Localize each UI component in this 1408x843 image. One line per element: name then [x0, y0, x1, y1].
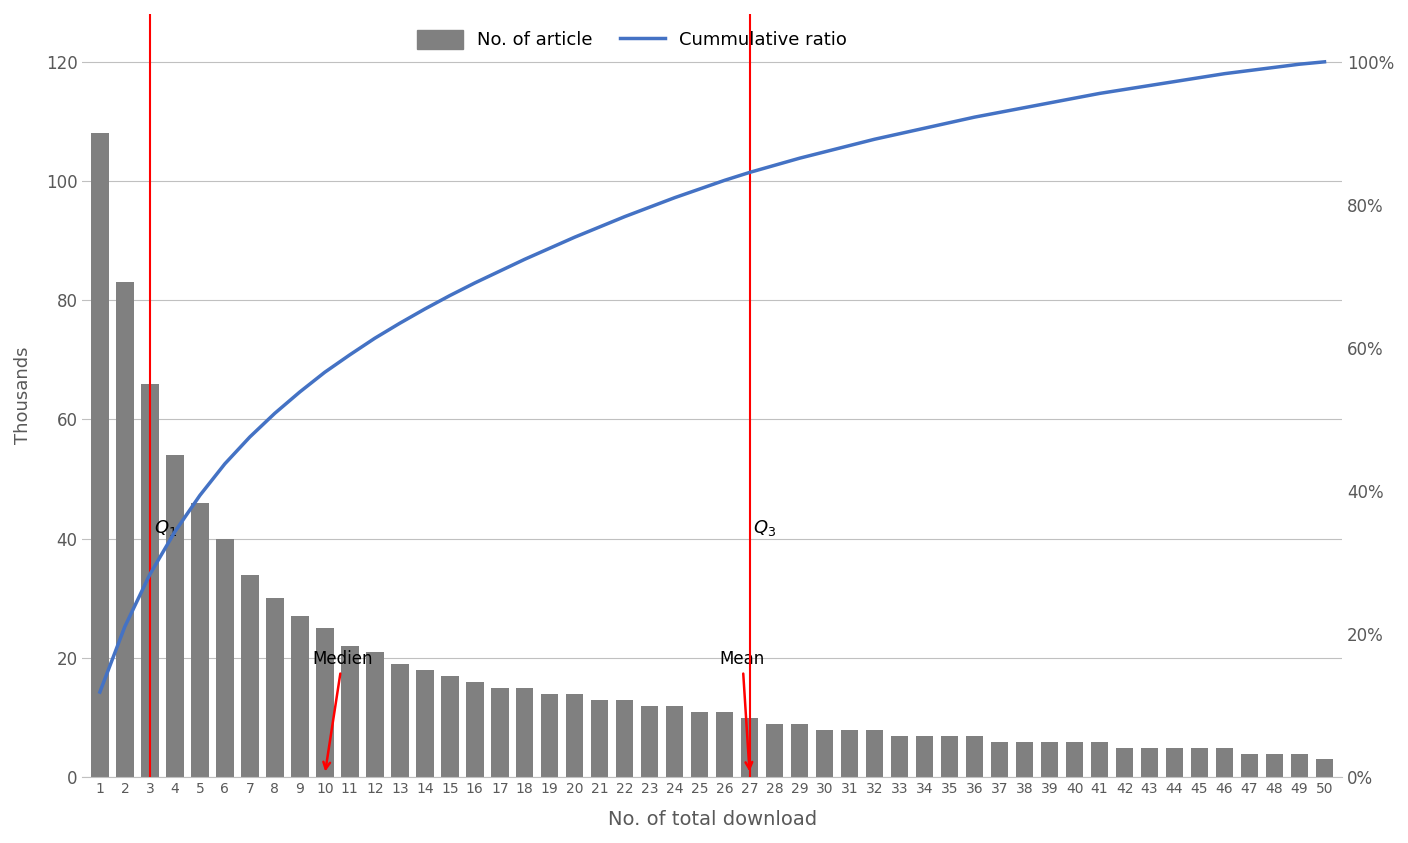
Bar	[166, 455, 183, 777]
Bar	[92, 133, 108, 777]
Bar	[1240, 754, 1259, 777]
Bar	[191, 503, 208, 777]
Bar	[841, 730, 859, 777]
Legend: No. of article, Cummulative ratio: No. of article, Cummulative ratio	[410, 23, 855, 56]
Bar	[241, 575, 259, 777]
Bar	[791, 723, 808, 777]
Text: $Q_3$: $Q_3$	[753, 518, 777, 538]
Bar	[291, 616, 308, 777]
Bar	[741, 717, 759, 777]
Bar	[491, 688, 508, 777]
Bar	[515, 688, 534, 777]
Bar	[866, 730, 883, 777]
Bar	[1091, 742, 1108, 777]
Bar	[1266, 754, 1283, 777]
Bar	[1041, 742, 1059, 777]
Bar	[541, 694, 559, 777]
Text: Medien: Medien	[313, 650, 373, 769]
Bar	[466, 682, 483, 777]
Bar	[415, 670, 434, 777]
Bar	[966, 736, 983, 777]
Bar	[941, 736, 959, 777]
Bar	[115, 282, 134, 777]
Bar	[1015, 742, 1033, 777]
Bar	[991, 742, 1008, 777]
Bar	[891, 736, 908, 777]
Bar	[1115, 748, 1133, 777]
Bar	[615, 700, 634, 777]
Bar	[1215, 748, 1233, 777]
Text: Mean: Mean	[719, 650, 765, 769]
Bar	[441, 676, 459, 777]
Bar	[366, 652, 383, 777]
Bar	[715, 711, 734, 777]
Bar	[566, 694, 583, 777]
Bar	[766, 723, 783, 777]
Bar	[1191, 748, 1208, 777]
X-axis label: No. of total download: No. of total download	[608, 810, 817, 830]
Text: $Q_1$: $Q_1$	[153, 518, 176, 538]
Bar	[1315, 760, 1333, 777]
Bar	[266, 599, 283, 777]
Bar	[391, 664, 408, 777]
Bar	[215, 539, 234, 777]
Bar	[141, 384, 159, 777]
Bar	[591, 700, 608, 777]
Bar	[691, 711, 708, 777]
Bar	[915, 736, 934, 777]
Bar	[1140, 748, 1159, 777]
Bar	[666, 706, 683, 777]
Bar	[1291, 754, 1308, 777]
Bar	[341, 646, 359, 777]
Bar	[1166, 748, 1183, 777]
Y-axis label: Thousands: Thousands	[14, 346, 32, 444]
Bar	[315, 628, 334, 777]
Bar	[815, 730, 834, 777]
Bar	[641, 706, 659, 777]
Bar	[1066, 742, 1083, 777]
